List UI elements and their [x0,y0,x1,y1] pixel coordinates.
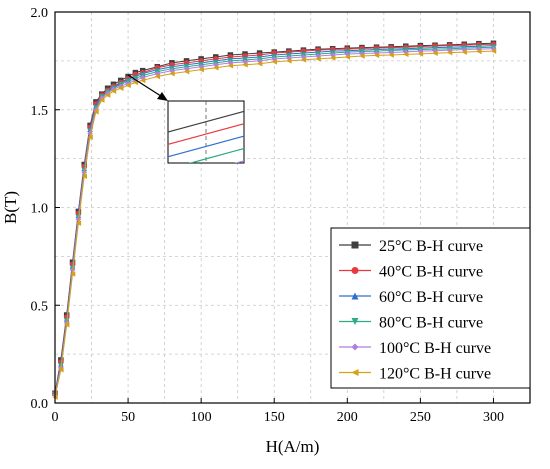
legend-item: 40°C B-H curve [339,264,483,281]
data-point [118,85,124,91]
series-layer [52,40,497,400]
x-tick-label: 100 [191,410,212,425]
data-point [139,77,146,84]
data-point [99,97,105,103]
data-point [461,49,467,55]
legend-label: 40°C B-H curve [379,264,483,281]
legend-label: 100°C B-H curve [379,340,491,357]
x-tick-label: 50 [121,410,135,425]
y-tick-label: 1.0 [31,202,49,217]
legend: 25°C B-H curve 40°C B-H curve 60°C B-H cur… [330,227,531,389]
data-point [388,52,394,58]
legend-item: 100°C B-H curve [339,340,491,357]
data-point [344,54,351,60]
data-point [104,92,111,98]
data-point [256,61,263,67]
y-axis-title: B(T) [1,191,20,224]
legend-marker [351,369,359,376]
data-point [154,73,161,80]
data-point [87,134,93,140]
data-point [359,53,365,59]
legend-item: 60°C B-H curve [339,289,483,306]
inset-series-line [234,160,244,163]
data-point [242,62,248,68]
legend-marker [351,318,359,325]
inset-series-line [155,177,256,205]
x-tick-label: 0 [52,410,59,425]
y-tick-label: 2.0 [31,6,49,21]
data-point [213,64,219,71]
data-point [183,68,190,75]
inset-arrow-line [127,74,165,99]
legend-item: 120°C B-H curve [339,366,491,383]
data-point [300,57,307,63]
data-point [315,56,321,62]
inset-series-line [168,135,244,158]
inset-series-line [188,147,244,163]
data-point [432,50,438,57]
data-point [490,48,497,54]
data-point [446,49,453,56]
x-tick-label: 150 [264,410,285,425]
legend-label: 25°C B-H curve [379,238,483,255]
x-tick-label: 250 [410,410,431,425]
data-point [271,59,277,65]
x-axis-title: H(A/m) [266,437,320,456]
data-point [75,220,82,226]
legend-label: 60°C B-H curve [379,289,483,306]
legend-box [330,227,531,389]
inset-series-line [168,110,244,133]
data-point [403,51,409,58]
data-point [373,52,380,59]
data-point [110,88,117,94]
data-point [81,173,87,179]
data-point [198,66,204,73]
inset-series-line [168,123,244,146]
data-point [227,63,234,69]
data-point [63,322,70,328]
data-point [329,55,336,61]
data-point [93,108,99,115]
legend-marker [351,267,359,274]
series-5 [52,48,497,400]
legend-label: 120°C B-H curve [379,366,491,383]
legend-marker [351,343,359,351]
legend-label: 80°C B-H curve [379,315,483,332]
inset-series [155,110,256,205]
y-tick-label: 0.0 [31,397,49,412]
data-point [69,271,76,277]
y-tick-label: 1.5 [31,104,49,119]
legend-item: 80°C B-H curve [339,315,483,332]
data-point [169,70,175,77]
data-point [125,82,131,89]
legend-marker [351,241,359,249]
series-4 [52,46,497,398]
data-point [476,48,482,55]
data-point [81,169,87,176]
y-tick-label: 0.5 [31,299,49,314]
legend-marker [351,292,359,300]
axis-ticks: 0 50 100 150 200 250 300 0.0 0.5 1.0 1.5 2.0 [31,6,504,425]
data-point [286,58,292,64]
data-point [417,51,424,57]
x-tick-label: 200 [337,410,358,425]
inset [127,74,256,205]
inset-arrow-head [157,92,168,101]
x-tick-label: 300 [483,410,504,425]
legend-item: 25°C B-H curve [339,238,483,255]
data-point [58,367,64,373]
